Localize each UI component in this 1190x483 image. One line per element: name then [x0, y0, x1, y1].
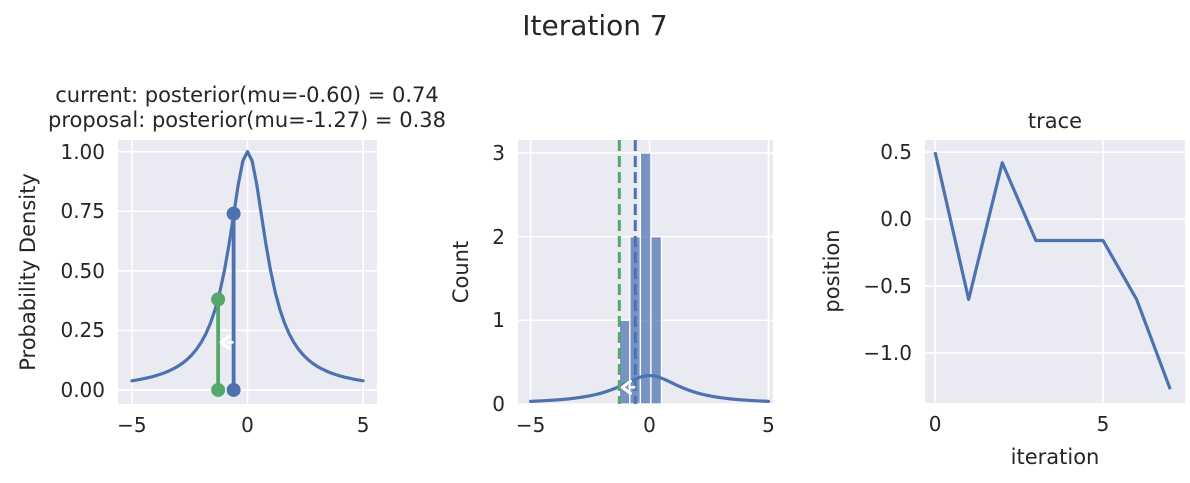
posterior-density-plot-x-tick-label: 5 — [356, 413, 370, 437]
samples-histogram-x-tick-label: −5 — [515, 413, 546, 437]
iteration-axis-label: iteration — [1010, 445, 1100, 469]
trace-line — [933, 151, 1172, 390]
posterior-plot-title: current: posterior(mu=-0.60) = 0.74 prop… — [0, 83, 494, 133]
samples-histogram-x-tick-label: 0 — [643, 413, 656, 437]
current-stem-base-marker — [226, 382, 241, 397]
probability-density-axis-label: Probability Density — [16, 173, 40, 371]
posterior-density-plot-canvas — [118, 140, 377, 404]
proposal-arrow-head — [620, 379, 632, 395]
proposal-stem-top-marker — [211, 292, 226, 307]
samples-histogram-y-tick-label: 0 — [492, 392, 505, 416]
posterior-density-plot-x-tick-label: −5 — [117, 413, 147, 437]
samples-histogram-x-tick-label: 5 — [762, 413, 775, 437]
samples-histogram-y-tick-label: 3 — [492, 141, 505, 166]
samples-histogram-plot — [518, 140, 773, 404]
samples-histogram-canvas — [518, 140, 773, 404]
trace-plot-y-tick-label: −1.0 — [863, 341, 912, 366]
trace-plot-y-tick-label: 0.0 — [880, 207, 912, 232]
trace-plot-x-tick-label: 5 — [1096, 412, 1110, 436]
position-axis-label: position — [820, 229, 844, 313]
histogram-bar — [650, 236, 663, 404]
samples-histogram-y-tick-label: 2 — [492, 224, 505, 249]
posterior-density-plot-x-tick-label: 0 — [241, 413, 254, 437]
posterior-density-plot — [118, 140, 377, 404]
trace-plot-y-tick-label: −0.5 — [863, 274, 912, 299]
current-stem-top-marker — [226, 206, 241, 221]
posterior-density-plot-y-tick-label: 0.75 — [60, 199, 105, 224]
proposal-posterior-readout: proposal: posterior(mu=-1.27) = 0.38 — [48, 108, 446, 132]
figure-title: Iteration 7 — [522, 9, 668, 42]
samples-histogram-y-tick-label: 1 — [492, 308, 505, 333]
proposal-stem-base-marker — [211, 382, 226, 397]
current-posterior-readout: current: posterior(mu=-0.60) = 0.74 — [55, 83, 439, 107]
histogram-bar — [639, 152, 652, 404]
posterior-density-plot-y-tick-label: 0.25 — [60, 318, 105, 343]
proposal-arrow — [219, 334, 234, 350]
density-curve — [529, 373, 771, 403]
trace-plot-canvas — [925, 140, 1185, 403]
proposal-arrow — [620, 379, 636, 395]
trace-plot-title: trace — [1027, 109, 1083, 133]
trace-plot-y-tick-label: 0.5 — [880, 140, 912, 165]
proposal-stem — [211, 292, 226, 397]
count-axis-label: Count — [449, 240, 473, 304]
proposal-arrow-head — [219, 334, 231, 350]
posterior-curve — [130, 150, 365, 383]
posterior-density-plot-y-tick-label: 1.00 — [60, 139, 105, 164]
trace-plot-x-tick-label: 0 — [928, 412, 942, 436]
trace-plot — [925, 140, 1185, 403]
posterior-density-plot-y-tick-label: 0.50 — [60, 258, 105, 283]
current-stem — [226, 206, 241, 397]
posterior-density-plot-y-tick-label: 0.00 — [60, 377, 105, 402]
